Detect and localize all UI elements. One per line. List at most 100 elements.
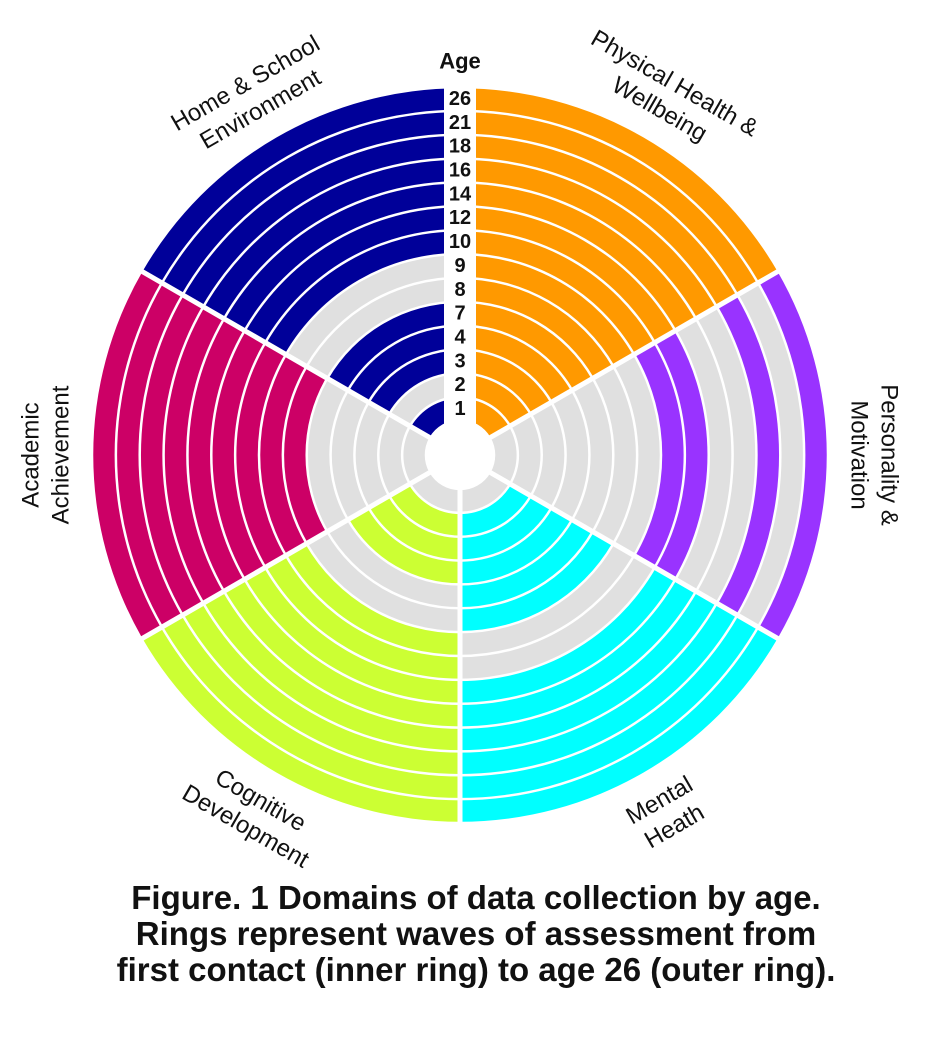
ring-segment-home-school-environment-age-7 [328, 302, 460, 390]
ring-segment-cognitive-development-age-10 [266, 556, 460, 679]
domain-label-line: Motivation [846, 400, 873, 509]
age-label-16: 16 [449, 160, 471, 182]
ring-segment-physical-health-wellbeing-age-14 [460, 183, 695, 331]
domain-label-line: Personality & [876, 384, 903, 525]
age-label-3: 3 [454, 350, 465, 372]
ring-segment-mental-heath-age-14 [460, 579, 695, 727]
ring-segment-home-school-environment-age-14 [225, 183, 460, 331]
age-label-2: 2 [454, 374, 465, 396]
ring-segment-home-school-environment-age-16 [204, 159, 460, 319]
ring-segment-mental-heath-age-9 [460, 544, 633, 655]
ring-segment-home-school-environment-age-12 [245, 207, 460, 342]
domain-label-line: Academic [18, 402, 45, 507]
domain-label-line: Achievement [48, 385, 75, 524]
ring-segment-home-school-environment-age-4 [348, 326, 460, 402]
ring-segment-academic-achievement-age-10 [236, 343, 285, 567]
ring-segment-academic-achievement-age-16 [164, 307, 223, 603]
ring-segment-cognitive-development-age-4 [348, 508, 460, 584]
ring-segment-academic-achievement-age-4 [331, 390, 368, 520]
caption-line-3: first contact (inner ring) to age 26 (ou… [116, 951, 836, 988]
ring-segment-mental-heath-age-21 [460, 615, 757, 798]
ring-segment-physical-health-wellbeing-age-2 [460, 374, 530, 426]
ring-segment-mental-heath-age-12 [460, 568, 675, 703]
age-label-1: 1 [454, 398, 465, 420]
ring-segment-academic-achievement-age-26 [93, 271, 161, 639]
ring-segment-academic-achievement-age-14 [188, 319, 244, 591]
ring-segment-personality-motivation-age-26 [759, 271, 827, 639]
ring-segment-personality-motivation-age-12 [655, 331, 708, 579]
ring-segment-academic-achievement-age-1 [403, 426, 430, 484]
ring-segment-mental-heath-age-2 [460, 484, 530, 536]
ring-segment-academic-achievement-age-12 [212, 331, 265, 579]
ring-segment-personality-motivation-age-14 [676, 319, 732, 591]
ring-segment-physical-health-wellbeing-age-21 [460, 112, 757, 295]
ring-segment-personality-motivation-age-4 [552, 390, 589, 520]
ring-segments [93, 86, 827, 824]
domain-label-academic-achievement: Academic Achievement [18, 385, 75, 524]
ring-segment-physical-health-wellbeing-age-7 [460, 302, 592, 390]
age-label-18: 18 [449, 136, 471, 158]
age-label-10: 10 [449, 231, 471, 253]
ring-segment-personality-motivation-age-1 [490, 426, 517, 484]
ring-segment-mental-heath-age-18 [460, 603, 737, 775]
domain-separator [488, 268, 781, 441]
ring-segment-cognitive-development-age-12 [245, 568, 460, 703]
ring-segment-home-school-environment-age-26 [142, 88, 460, 283]
ring-segment-physical-health-wellbeing-age-18 [460, 135, 737, 307]
ring-segment-academic-achievement-age-9 [260, 355, 306, 555]
ring-segment-mental-heath-age-4 [460, 508, 572, 584]
ring-segment-home-school-environment-age-21 [163, 112, 461, 295]
age-label-7: 7 [454, 303, 465, 325]
ring-segment-cognitive-development-age-21 [163, 615, 461, 798]
domain-separator [139, 268, 432, 441]
ring-segment-home-school-environment-age-8 [307, 279, 460, 378]
ring-segment-cognitive-development-age-1 [410, 472, 460, 512]
ring-segment-academic-achievement-age-7 [307, 378, 347, 532]
ring-segment-personality-motivation-age-21 [738, 283, 803, 627]
age-label-14: 14 [449, 183, 472, 205]
ring-segment-mental-heath-age-1 [460, 472, 510, 512]
ring-segment-mental-heath-age-10 [460, 556, 654, 679]
ring-segment-home-school-environment-age-3 [369, 350, 460, 414]
age-label-backdrop [444, 85, 476, 425]
ring-segment-personality-motivation-age-9 [614, 355, 660, 555]
ring-segment-cognitive-development-age-26 [142, 627, 460, 822]
age-label-26: 26 [449, 88, 471, 110]
figure-caption: Figure. 1 Domains of data collection by … [0, 880, 952, 988]
ring-segment-physical-health-wellbeing-age-26 [460, 88, 778, 283]
age-label-21: 21 [449, 112, 471, 134]
domain-separator [139, 469, 432, 642]
age-label-9: 9 [454, 255, 465, 277]
caption-line-2: Rings represent waves of assessment from [135, 915, 817, 952]
ring-segment-cognitive-development-age-18 [183, 603, 460, 775]
ring-segment-academic-achievement-age-18 [140, 295, 203, 615]
ring-segment-mental-heath-age-7 [460, 520, 592, 608]
ring-segment-personality-motivation-age-16 [697, 307, 756, 603]
ring-segment-cognitive-development-age-2 [390, 484, 460, 536]
ring-segment-cognitive-development-age-3 [369, 496, 460, 560]
age-label-4: 4 [454, 327, 466, 349]
domain-label-personality-motivation: Personality &Motivation [846, 384, 903, 525]
ring-segment-cognitive-development-age-14 [225, 579, 460, 727]
ring-segment-physical-health-wellbeing-age-9 [460, 255, 633, 366]
ring-segment-physical-health-wellbeing-age-10 [460, 231, 654, 354]
ring-segment-personality-motivation-age-3 [531, 402, 565, 508]
ring-segment-personality-motivation-age-10 [635, 343, 684, 567]
ring-segment-academic-achievement-age-8 [284, 367, 327, 543]
ring-segment-personality-motivation-age-7 [573, 378, 613, 532]
ring-segment-cognitive-development-age-7 [328, 520, 460, 608]
ring-segment-mental-heath-age-3 [460, 496, 551, 560]
ring-segment-academic-achievement-age-3 [355, 402, 389, 508]
ring-segment-home-school-environment-age-18 [183, 135, 460, 307]
ring-segment-academic-achievement-age-2 [379, 414, 409, 496]
ring-segment-mental-heath-age-8 [460, 532, 613, 631]
ring-segment-cognitive-development-age-16 [204, 591, 460, 751]
ring-segment-academic-achievement-age-21 [117, 283, 182, 627]
ring-segment-mental-heath-age-16 [460, 591, 716, 751]
caption-line-1: Figure. 1 Domains of data collection by … [131, 879, 821, 916]
ring-segment-home-school-environment-age-9 [287, 255, 460, 366]
ring-segment-personality-motivation-age-18 [717, 295, 780, 615]
